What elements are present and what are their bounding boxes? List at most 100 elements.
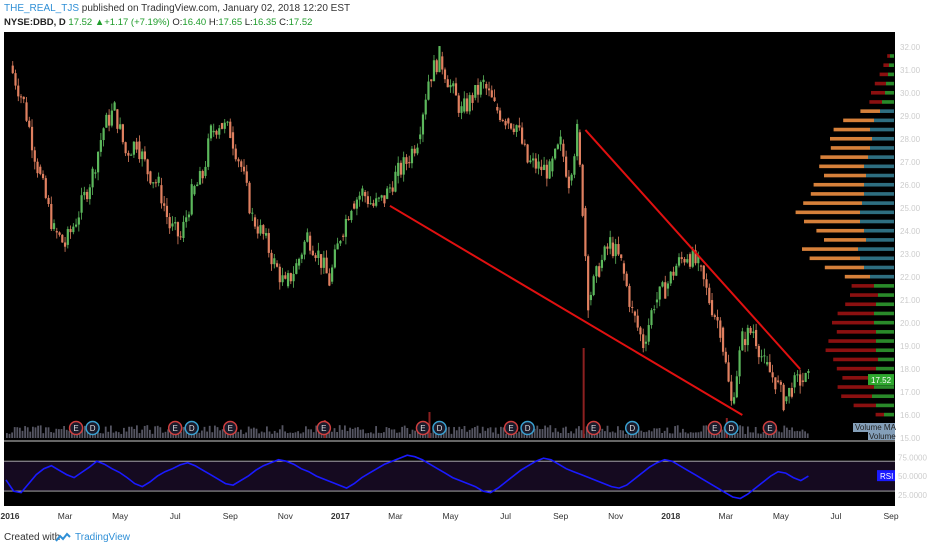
candle-body [141,151,144,160]
volume-profile-bar [868,155,894,159]
candle-body [419,134,422,140]
candle-body [369,203,372,205]
candle-body [69,229,72,233]
volume-bar [55,428,58,438]
price-axis-tick: 26.00 [900,181,921,190]
earnings-marker: E [503,420,519,436]
volume-profile-bar [874,385,894,389]
candle-body [592,276,595,295]
volume-bar [432,429,435,438]
volume-profile-bar [876,366,894,371]
volume-bar [689,432,692,438]
time-axis-bg [0,506,932,528]
volume-bar [268,431,271,438]
volume-bar [450,433,453,438]
volume-bar [11,432,13,438]
volume-profile-bar [876,330,894,334]
price-axis-tick: 20.00 [900,319,921,328]
candle-body [694,250,697,264]
volume-bar [539,429,541,438]
volume-bar [123,427,125,438]
candle-body [768,362,771,373]
candle-body [625,273,628,286]
candle-body [226,121,229,123]
volume-profile-bar [889,63,894,67]
candle-body [710,300,714,316]
candle-body [105,114,108,128]
volume-bar [762,431,765,438]
volume-bar [232,432,234,438]
volume-bar [679,432,682,438]
volume-bar [513,432,515,438]
volume-profile-bar [869,100,882,104]
volume-bar [666,427,669,438]
volume-profile-bar [878,357,894,362]
candle-body [386,188,389,199]
author-link[interactable]: THE_REAL_TJS [4,3,80,14]
candle-body [534,158,537,169]
volume-bar [474,427,476,438]
candle-body [174,222,177,224]
volume-bar [619,430,622,438]
symbol-label[interactable]: NYSE:DBD, D [4,17,66,28]
volume-bar [588,431,591,438]
volume-bar [81,426,84,438]
candle-body [705,279,708,288]
candle-body [443,69,447,80]
volume-bar [700,431,702,438]
candle-body [556,144,559,149]
time-axis-tick: Mar [58,511,73,521]
volume-profile-bar [870,146,894,150]
candle-body [215,130,218,135]
volume-bar [773,432,775,438]
candle-body [476,85,480,95]
volume-bar [167,429,169,438]
candle-body [176,222,180,237]
candle-body [311,250,314,256]
candle-body [339,240,342,244]
marker-label: E [228,424,233,433]
candle-body [509,123,513,129]
volume-bar [476,425,479,438]
candle-body [19,96,23,98]
volume-profile-bar [824,265,864,270]
candle-body [344,218,347,237]
tradingview-brand[interactable]: TradingView [75,532,131,543]
candle-body [146,159,149,175]
candle-body [741,331,744,351]
volume-profile-bar [874,284,894,288]
volume-bar [214,425,216,438]
candle-body [97,151,100,173]
volume-bar [380,433,383,438]
candle-body [804,372,807,382]
volume-bar [388,428,390,438]
volume-profile-bar [851,284,874,288]
price-axis-tick: 17.00 [900,388,921,397]
volume-bar [138,433,141,438]
volume-bar [338,425,341,438]
volume-profile-bar [890,54,894,58]
candle-body [28,120,31,127]
volume-profile-bar [830,136,872,141]
volume-bar [130,426,133,438]
marker-circle [316,420,332,436]
volume-profile-bar [876,339,894,343]
marker-label: D [189,424,195,433]
last-price-badge [868,374,894,386]
volume-bar [216,427,219,438]
candle-body [449,84,452,88]
marker-label: D [525,424,531,433]
volume-bar [479,433,481,438]
candle-body [691,250,694,267]
candle-body [501,119,504,121]
candle-body [207,138,210,167]
dividend-marker: D [184,420,199,436]
candle-body [598,266,601,277]
candle-body [589,294,593,301]
earnings-marker: E [415,420,431,436]
volume-bar [260,431,263,438]
volume-profile-bar [885,90,894,95]
volume-bar [692,432,695,438]
candle-body [297,258,301,266]
